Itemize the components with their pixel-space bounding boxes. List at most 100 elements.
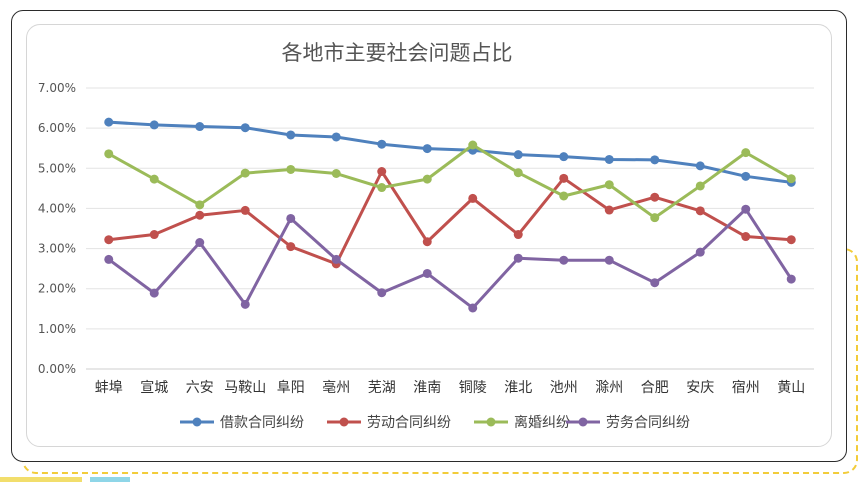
data-point xyxy=(650,213,660,223)
x-tick-label: 淮北 xyxy=(504,380,532,396)
series-line xyxy=(107,143,793,220)
legend-swatch-marker xyxy=(339,417,349,427)
data-point xyxy=(695,181,705,191)
data-point xyxy=(104,254,114,264)
data-point xyxy=(559,191,569,201)
gridlines xyxy=(86,87,814,370)
x-tick-label: 蚌埠 xyxy=(95,379,123,396)
chart-title: 各地市主要社会问题占比 xyxy=(282,41,513,65)
data-point xyxy=(240,299,250,309)
data-point xyxy=(786,235,796,245)
data-point xyxy=(286,130,296,140)
x-tick-label: 黄山 xyxy=(777,379,805,396)
series-line xyxy=(107,169,793,266)
legend-label: 借款合同纠纷 xyxy=(220,415,304,431)
data-point xyxy=(195,210,205,220)
data-point xyxy=(741,204,751,214)
data-point xyxy=(468,140,478,150)
data-point xyxy=(741,148,751,158)
data-point xyxy=(195,200,205,210)
data-point xyxy=(377,166,387,176)
x-tick-label: 宿州 xyxy=(732,379,760,396)
x-tick-label: 铜陵 xyxy=(459,380,487,396)
y-tick-label: 5.00% xyxy=(38,161,76,175)
data-point xyxy=(695,206,705,216)
data-point xyxy=(513,230,523,240)
legend-swatch-marker xyxy=(192,417,202,427)
legend-label: 劳务合同纠纷 xyxy=(606,415,690,431)
legend-label: 离婚纠纷 xyxy=(514,414,570,431)
x-tick-label: 马鞍山 xyxy=(224,380,266,396)
data-point xyxy=(377,139,387,149)
data-point xyxy=(422,237,432,247)
series-group xyxy=(104,117,796,313)
series-3 xyxy=(104,140,796,223)
data-point xyxy=(468,193,478,203)
data-point xyxy=(195,238,205,248)
y-tick-label: 1.00% xyxy=(38,322,76,336)
legend-item: 借款合同纠纷 xyxy=(180,415,304,431)
data-point xyxy=(422,144,432,154)
y-axis-ticks: 0.00% 1.00% 2.00% 3.00% 4.00% 5.00% 6.00% 7.00% xyxy=(38,81,76,376)
y-tick-label: 3.00% xyxy=(38,242,76,256)
data-point xyxy=(240,205,250,215)
x-tick-label: 合肥 xyxy=(641,380,669,396)
series-line xyxy=(107,207,793,310)
x-axis-ticks: 蚌埠 宣城 六安 马鞍山 阜阳 亳州 芜湖 淮南 铜陵 淮北 池州 滁州 合肥 安庆 宿州 黄山 xyxy=(95,379,806,396)
data-point xyxy=(422,174,432,184)
data-point xyxy=(149,230,159,240)
legend-item: 离婚纠纷 xyxy=(474,414,570,431)
y-tick-label: 2.00% xyxy=(38,282,76,296)
data-point xyxy=(104,149,114,159)
data-point xyxy=(559,255,569,265)
x-tick-label: 阜阳 xyxy=(277,379,305,396)
data-point xyxy=(331,132,341,142)
data-point xyxy=(468,303,478,313)
decorative-strip-yellow xyxy=(0,477,82,482)
data-point xyxy=(559,152,569,162)
legend: 借款合同纠纷 劳动合同纠纷 离婚纠纷 劳务合同纠纷 xyxy=(180,414,690,431)
data-point xyxy=(604,205,614,215)
data-point xyxy=(286,242,296,252)
data-point xyxy=(240,168,250,178)
data-point xyxy=(559,173,569,183)
y-tick-label: 0.00% xyxy=(38,362,76,376)
legend-swatch-marker xyxy=(578,417,588,427)
x-tick-label: 安庆 xyxy=(686,380,714,396)
legend-label: 劳动合同纠纷 xyxy=(367,415,451,431)
legend-item: 劳务合同纠纷 xyxy=(566,415,690,431)
data-point xyxy=(695,247,705,257)
x-tick-label: 芜湖 xyxy=(368,379,396,396)
series-4 xyxy=(104,204,796,313)
data-point xyxy=(149,120,159,130)
y-tick-label: 6.00% xyxy=(38,121,76,135)
x-tick-label: 六安 xyxy=(186,380,214,396)
x-tick-label: 亳州 xyxy=(322,379,350,396)
data-point xyxy=(741,232,751,242)
data-point xyxy=(422,268,432,278)
data-point xyxy=(650,278,660,288)
data-point xyxy=(786,274,796,284)
series-line xyxy=(107,120,793,184)
decorative-strip-blue xyxy=(90,477,130,482)
data-point xyxy=(513,253,523,263)
data-point xyxy=(149,174,159,184)
data-point xyxy=(377,288,387,298)
x-tick-label: 滁州 xyxy=(595,380,623,396)
data-point xyxy=(741,171,751,181)
data-point xyxy=(240,123,250,133)
data-point xyxy=(650,192,660,202)
data-point xyxy=(149,288,159,298)
legend-item: 劳动合同纠纷 xyxy=(327,415,451,431)
data-point xyxy=(604,154,614,164)
data-point xyxy=(786,174,796,184)
y-tick-label: 4.00% xyxy=(38,201,76,215)
x-tick-label: 池州 xyxy=(550,380,578,396)
data-point xyxy=(195,122,205,132)
data-point xyxy=(695,161,705,171)
data-point xyxy=(604,255,614,265)
data-point xyxy=(104,235,114,245)
data-point xyxy=(513,150,523,160)
data-point xyxy=(604,180,614,190)
